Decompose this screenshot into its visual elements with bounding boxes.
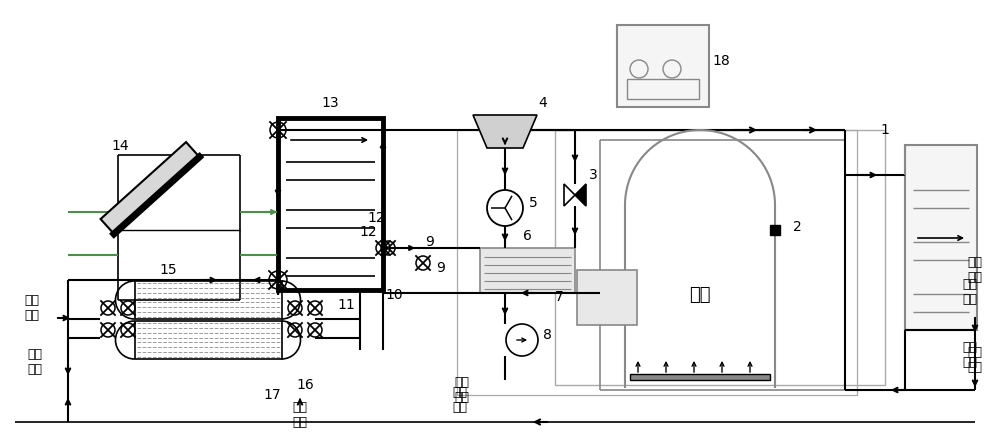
Polygon shape — [575, 184, 586, 206]
Text: 7: 7 — [555, 290, 563, 304]
Text: 空气
出口: 空气 出口 — [962, 278, 978, 306]
Bar — [577, 270, 637, 325]
Text: 15: 15 — [159, 263, 177, 277]
Circle shape — [487, 190, 523, 226]
Bar — [480, 248, 575, 293]
Bar — [134, 281, 282, 319]
Bar — [770, 225, 780, 235]
Text: 解吸
出口: 解吸 出口 — [28, 348, 42, 376]
Text: 冷水
入口: 冷水 入口 — [968, 346, 982, 374]
Bar — [555, 130, 885, 385]
Text: 热水
出口: 热水 出口 — [454, 376, 470, 404]
Text: 14: 14 — [111, 139, 129, 153]
Text: 5: 5 — [529, 196, 537, 210]
Text: 4: 4 — [539, 96, 547, 110]
Text: 11: 11 — [337, 298, 355, 312]
Text: 2: 2 — [793, 220, 801, 234]
Text: 热水
出口: 热水 出口 — [452, 386, 468, 414]
Text: 解吸
入口: 解吸 入口 — [292, 401, 308, 429]
Text: 10: 10 — [385, 288, 403, 302]
Text: 8: 8 — [543, 328, 551, 342]
Bar — [617, 25, 709, 107]
Bar — [905, 145, 977, 330]
Polygon shape — [101, 142, 199, 234]
Bar — [630, 374, 770, 380]
Text: 9: 9 — [437, 261, 445, 275]
Text: 17: 17 — [263, 388, 281, 402]
Text: 12: 12 — [359, 225, 377, 239]
Bar — [134, 321, 282, 359]
Text: 3: 3 — [589, 168, 597, 182]
Text: 房间: 房间 — [689, 286, 711, 304]
Circle shape — [506, 324, 538, 356]
Bar — [278, 118, 383, 290]
Text: 12: 12 — [367, 211, 385, 225]
Text: 6: 6 — [523, 229, 531, 243]
Bar — [457, 130, 857, 395]
Text: 9: 9 — [426, 235, 434, 249]
Bar — [627, 79, 699, 99]
Text: 13: 13 — [321, 96, 339, 110]
Text: 1: 1 — [881, 123, 889, 137]
Text: 16: 16 — [296, 378, 314, 392]
Text: 18: 18 — [712, 54, 730, 68]
Polygon shape — [473, 115, 537, 148]
Text: 冷水
入口: 冷水 入口 — [962, 341, 978, 369]
Text: 空气
入口: 空气 入口 — [24, 294, 40, 322]
Text: 空气
出口: 空气 出口 — [968, 256, 982, 284]
